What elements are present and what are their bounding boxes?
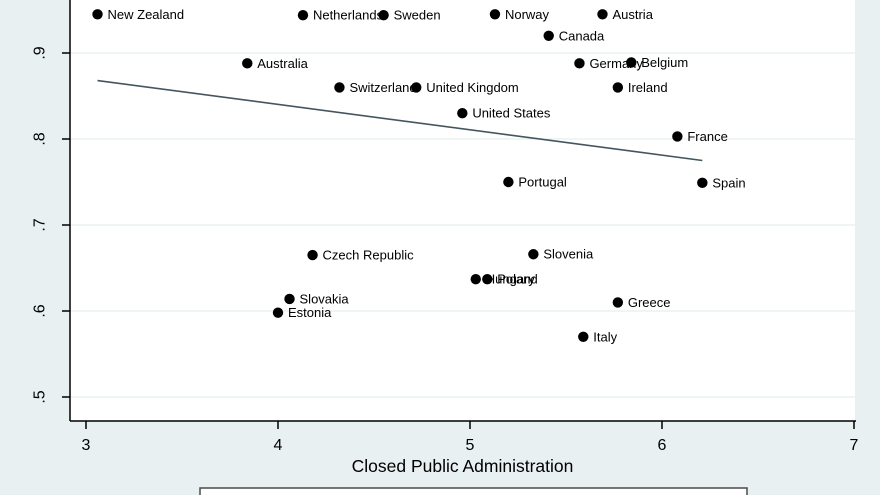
x-tick-label-3: 3 <box>82 437 91 454</box>
point-label-czech-republic: Czech Republic <box>323 248 415 263</box>
x-tick-label-6: 6 <box>658 437 667 454</box>
data-point-hungary <box>470 273 481 285</box>
point-label-united-states: United States <box>472 106 551 121</box>
y-tick-label-.9: .9 <box>32 46 49 59</box>
data-point-spain <box>697 177 708 189</box>
data-point-italy <box>578 331 589 342</box>
point-label-slovakia: Slovakia <box>300 291 350 306</box>
data-point-new-zealand <box>92 9 103 20</box>
point-label-australia: Australia <box>257 56 308 71</box>
data-point-norway <box>489 9 501 20</box>
data-point-france <box>672 131 683 142</box>
point-label-ireland: Ireland <box>628 80 668 95</box>
point-label-switzerland: Switzerland <box>349 80 416 95</box>
data-point-estonia <box>272 307 284 318</box>
data-point-ireland <box>612 82 624 93</box>
x-axis-title: Closed Public Administration <box>352 456 574 476</box>
y-tick-label-.6: .6 <box>32 304 49 317</box>
data-point-united-kingdom <box>411 82 422 93</box>
fitted-values-line <box>97 79 703 162</box>
point-label-united-kingdom: United Kingdom <box>426 80 519 95</box>
point-label-norway: Norway <box>505 7 550 22</box>
point-label-italy: Italy <box>593 329 617 344</box>
y-tick-label-.5: .5 <box>32 390 49 403</box>
data-point-poland <box>482 273 493 285</box>
data-point-austria <box>597 9 608 20</box>
x-tick-label-7: 7 <box>850 437 859 454</box>
point-label-hungary: Hungary <box>486 272 536 287</box>
data-point-belgium <box>626 57 637 68</box>
x-tick-label-5: 5 <box>466 437 475 454</box>
point-label-france: France <box>687 129 727 144</box>
legend-box-cutoff <box>199 487 748 495</box>
data-point-sweden <box>378 9 389 21</box>
data-point-australia <box>242 58 253 69</box>
data-point-greece <box>612 297 624 308</box>
point-label-belgium: Belgium <box>641 55 688 70</box>
data-point-portugal <box>503 176 514 188</box>
data-point-canada <box>543 30 554 41</box>
x-tick-label-4: 4 <box>274 437 283 454</box>
data-point-czech-republic <box>307 249 318 261</box>
point-label-spain: Spain <box>712 175 745 190</box>
point-label-netherlands: Netherlands <box>313 8 384 23</box>
data-point-netherlands <box>297 9 309 21</box>
y-tick-label-.7: .7 <box>32 218 49 231</box>
point-label-estonia: Estonia <box>288 305 332 320</box>
point-label-sweden: Sweden <box>394 8 441 23</box>
plot-area <box>70 0 855 421</box>
y-tick-label-.8: .8 <box>32 132 49 145</box>
point-label-new-zealand: New Zealand <box>108 7 185 22</box>
point-label-portugal: Portugal <box>518 175 567 190</box>
data-point-switzerland <box>334 82 345 93</box>
point-label-canada: Canada <box>559 28 605 43</box>
point-label-slovenia: Slovenia <box>543 247 594 262</box>
data-point-slovenia <box>528 249 539 260</box>
point-label-austria: Austria <box>612 7 653 22</box>
data-point-germany <box>574 58 585 69</box>
data-point-slovakia <box>284 293 295 305</box>
point-label-poland: Poland <box>497 272 537 287</box>
data-point-united-states <box>457 108 468 119</box>
point-label-greece: Greece <box>628 295 671 310</box>
